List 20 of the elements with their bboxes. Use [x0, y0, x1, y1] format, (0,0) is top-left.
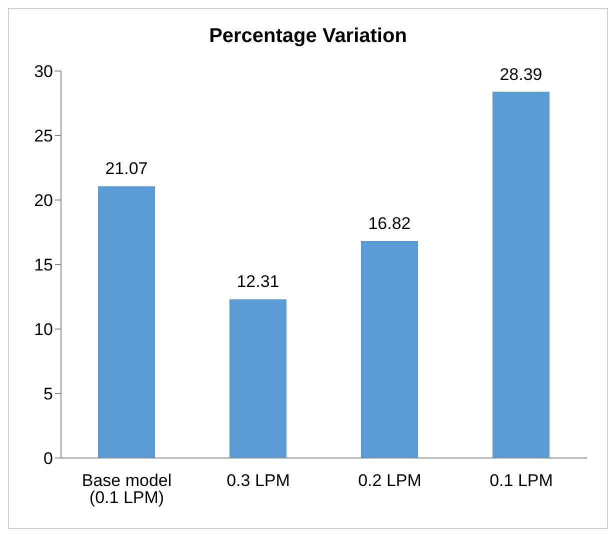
x-tick-label: Base model (0.1 LPM): [82, 471, 172, 508]
x-tick-label: 0.2 LPM: [358, 471, 422, 490]
bar: [98, 186, 155, 458]
y-tick-label: 15: [34, 256, 53, 275]
x-tick-label: 0.1 LPM: [490, 471, 553, 490]
data-label: 12.31: [236, 272, 280, 292]
x-tick-label: 0.3 LPM: [226, 471, 290, 490]
y-tick-label: 30: [34, 62, 53, 82]
y-tick-label: 10: [34, 320, 53, 340]
bar: [492, 92, 550, 458]
y-tick-label: 0: [44, 449, 53, 468]
y-tick-label: 5: [44, 384, 53, 404]
bar: [361, 241, 418, 458]
data-label: 21.07: [105, 159, 148, 178]
y-tick-label: 20: [34, 191, 53, 210]
data-label: 16.82: [368, 214, 411, 234]
bar: [230, 299, 286, 458]
data-label: 28.39: [500, 64, 542, 84]
y-tick-label: 25: [34, 126, 53, 146]
chart-title: Percentage Variation: [208, 25, 408, 49]
